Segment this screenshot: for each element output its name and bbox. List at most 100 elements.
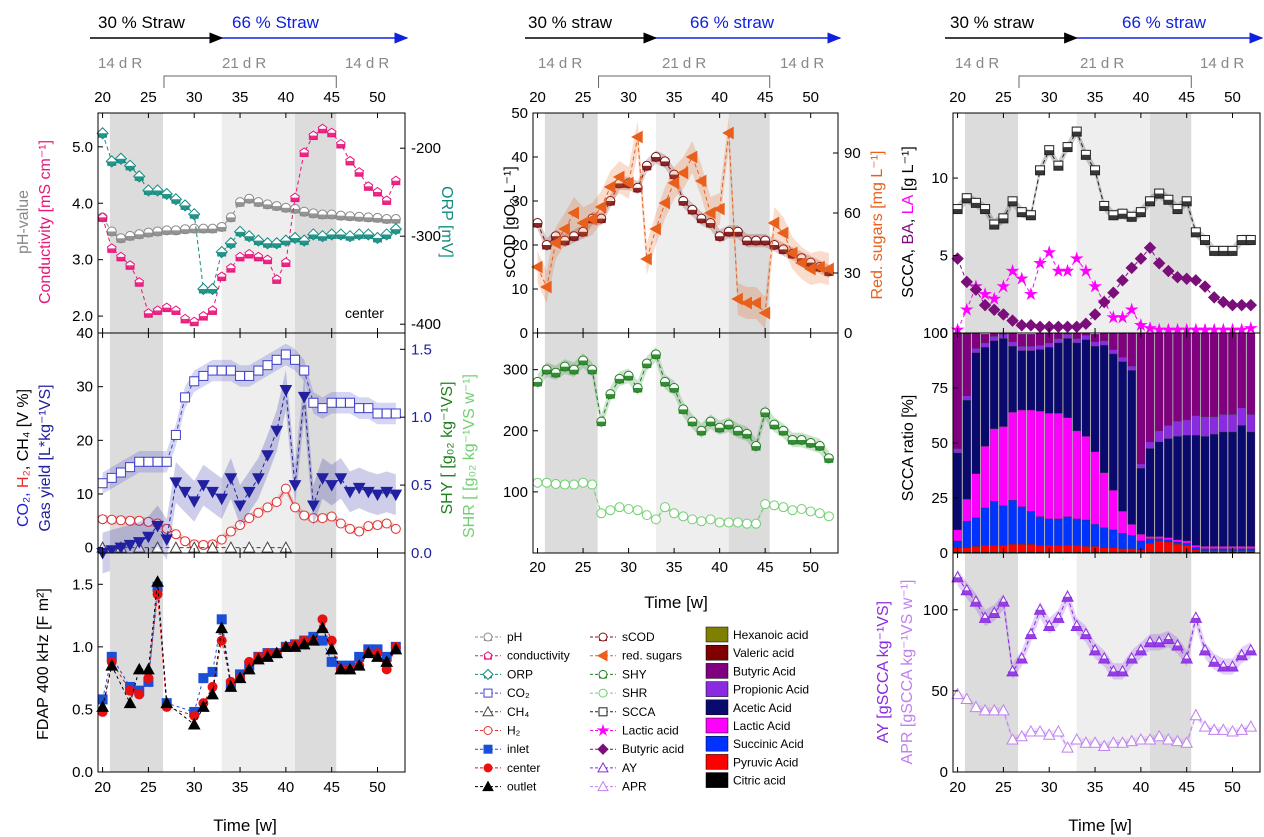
top-tick-label: 20 [949,89,966,106]
legend-acid-label-3: Propionic Acid [733,683,809,697]
lactic-series-point [1005,263,1020,277]
y-tick-label: 25 [931,490,948,507]
shr-series-point [568,479,579,490]
ay-series-point-fill [1053,617,1063,623]
bar-succinic-acid [1090,524,1100,547]
retention-bracket [1018,75,1192,88]
bar-propionic-acid [1063,333,1072,339]
bar-butyric-acid [1173,332,1182,422]
butyric-series-point [1134,252,1148,265]
sugars-series-point [767,216,780,230]
sugars-series-point [804,262,816,276]
apr-axis-label: APR [gSCCA kg⁻¹VS w⁻¹] [899,580,916,765]
ch4-series-point [224,541,238,553]
shy-series-point-fill [806,443,816,448]
butyric-series-point [1107,286,1120,299]
phase-shading [1076,553,1151,772]
bar-propionic-acid [1209,416,1219,435]
h2-series-point [180,536,191,547]
y-tick-label: 50 [511,105,528,122]
ph-series-point-fill [363,217,373,222]
bar-propionic-acid [1035,344,1045,350]
bar-butyric-acid [1237,332,1246,408]
ph-series-point-fill [299,211,309,217]
sugars-series-point [640,252,652,266]
fdap-outlet-series-point [361,646,375,659]
ay-series-point-fill [1163,638,1173,644]
bar-butyric-acid [1154,332,1164,432]
sugars-series-point [567,206,579,220]
bar-propionic-acid [1026,346,1036,351]
orp-series-point-fill [263,243,273,248]
gas-yield-series-point [325,480,339,492]
phase-shading [221,113,296,333]
y-tick-label: 200 [503,423,528,440]
scca-series-point-fill [1026,215,1036,220]
orp-series-point-fill [208,289,218,294]
y-tick-label: 10 [511,281,528,298]
bar-lactic-acid [1127,524,1136,536]
bar-acetic-acid [980,347,990,447]
butyric-series-point [1070,320,1083,334]
bar-succinic-acid [1191,547,1201,550]
bar-butyric-acid [1026,333,1036,347]
legend-label-left-7: center [507,761,540,775]
sugars-series-point [612,170,625,184]
orp-series-point-fill [391,229,401,234]
top-tick-label: 35 [232,89,249,106]
apr-series-point [1180,736,1194,748]
shy-series-point-fill [578,360,588,365]
bar-propionic-acid [971,348,981,353]
gas-yield-series-point [160,534,174,546]
legend-marker [482,705,494,717]
legend-marker [598,707,608,717]
x-tick-label: 20 [949,779,966,796]
fdap-inlet-series-point [317,635,328,646]
apr-series-point [1189,708,1203,721]
shy-series-point-fill [724,424,734,430]
bar-butyric-acid [1035,332,1045,346]
orp-series-point-fill [153,190,163,195]
top-tick-label: 30 [620,89,637,106]
scca-series-point-fill [1035,170,1045,175]
co2-series-point [390,408,401,419]
apr-series-point [1134,733,1148,745]
y-tick-label: 100 [503,484,528,501]
scca-series-point-fill [1053,165,1063,171]
scod-series-point-fill [733,231,743,237]
x-tick-label: 35 [666,559,683,576]
x-label-col3: Time [w] [1068,816,1132,835]
conductivity-series-point-fill [373,191,383,197]
bar-acetic-acid [1127,370,1136,525]
sugars-series-point [649,222,661,236]
scca-unit: [g L⁻¹] [900,146,917,195]
butyric-series-point [951,252,964,265]
scod-series-point-fill [806,262,816,268]
co2-series-point [372,408,383,419]
bar-succinic-acid [1109,529,1118,548]
conductivity-series-point-fill [171,310,181,315]
bar-succinic-acid [980,507,990,546]
y-tick-label: 0 [520,325,528,342]
bar-butyric-acid [1099,332,1109,341]
bar-butyric-acid [1191,332,1201,416]
sugars-series-point [558,222,570,236]
bar-butyric-acid [980,333,990,344]
retention-bracket [163,75,337,88]
co2-series-point [170,429,181,440]
y-tick-label: 100 [923,325,948,342]
co2-series-point [235,370,246,381]
retention-a-p2: 14 d R [538,55,582,72]
legend-marker [598,669,608,679]
gas-yield-series-point [352,482,366,495]
gas-yield-series-point [197,480,210,492]
legend-label-mid-7: AY [622,761,637,775]
top-tick-label: 45 [1178,89,1195,106]
shy-series-point-fill [605,394,615,399]
shy-series-point-fill [596,421,606,427]
bar-acetic-acid [1237,425,1246,547]
ay-series-point-fill [1136,650,1146,655]
legend-acid-label-5: Lactic Acid [733,719,790,733]
bar-butyric-acid [1219,332,1228,415]
